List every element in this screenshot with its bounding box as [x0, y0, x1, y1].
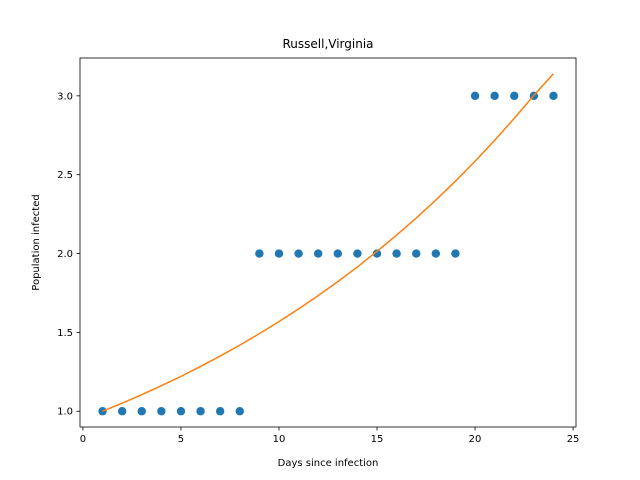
data-point — [549, 91, 558, 101]
data-point — [196, 407, 205, 416]
plot-area — [98, 73, 558, 416]
data-point — [274, 249, 284, 258]
y-tick-label: 1.5 — [57, 328, 73, 339]
data-point — [157, 407, 166, 416]
y-axis-ticks: 1.0 1.5 2.0 2.5 3.0 — [57, 91, 80, 418]
data-point — [294, 249, 303, 258]
x-axis-label: Days since infection — [278, 458, 379, 469]
y-tick-label: 1.0 — [57, 407, 73, 418]
data-point — [215, 407, 225, 416]
y-tick-label: 2.5 — [57, 170, 73, 181]
chart-title: Russell,Virginia — [282, 37, 373, 51]
data-point — [470, 91, 480, 101]
data-point — [431, 249, 441, 258]
data-point — [333, 249, 342, 258]
x-tick-label: 20 — [469, 434, 482, 445]
data-point — [451, 249, 460, 258]
x-tick-label: 5 — [178, 434, 184, 445]
data-point — [176, 407, 186, 416]
data-point — [392, 249, 401, 258]
data-point — [510, 91, 519, 101]
data-point — [235, 407, 244, 416]
data-point — [412, 249, 421, 258]
y-tick-label: 2.0 — [57, 249, 73, 260]
x-tick-label: 15 — [371, 434, 384, 445]
data-point — [372, 249, 382, 258]
data-point — [314, 249, 323, 258]
data-point — [353, 249, 362, 258]
x-axis-ticks: 0 5 10 15 20 25 — [80, 427, 580, 445]
data-point — [137, 407, 146, 416]
fit-curve-line — [102, 73, 555, 412]
x-tick-label: 0 — [80, 434, 86, 445]
data-point — [117, 407, 127, 416]
plot-frame — [79, 57, 577, 428]
data-point — [255, 249, 264, 258]
data-point — [490, 91, 499, 101]
x-tick-label: 10 — [273, 434, 286, 445]
x-tick-label: 25 — [567, 434, 580, 445]
y-tick-label: 3.0 — [57, 91, 73, 102]
y-axis-label: Population infected — [31, 194, 42, 290]
